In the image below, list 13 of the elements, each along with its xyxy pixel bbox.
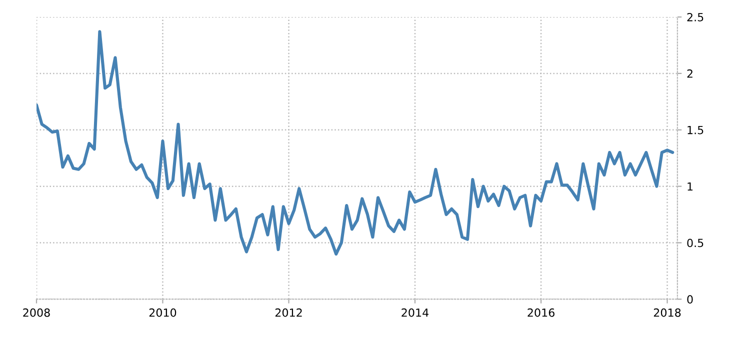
y-tick-label: 0 — [687, 295, 693, 304]
line-series — [36, 30, 674, 256]
y-tick-label: 1.5 — [688, 126, 704, 134]
y-tick-label: 1 — [688, 182, 693, 191]
y-tick-label: 2.5 — [687, 12, 704, 22]
x-tick-label: 2008 — [23, 308, 50, 317]
y-tick-label: 2 — [687, 69, 692, 78]
x-tick-label: 2010 — [149, 308, 176, 317]
x-tick-label: 2014 — [402, 308, 428, 317]
x-tick-label: 2018 — [654, 308, 681, 317]
y-tick-label: 0.5 — [687, 238, 704, 248]
x-tick-label: 2012 — [275, 308, 302, 317]
x-tick-label: 2016 — [528, 308, 554, 317]
